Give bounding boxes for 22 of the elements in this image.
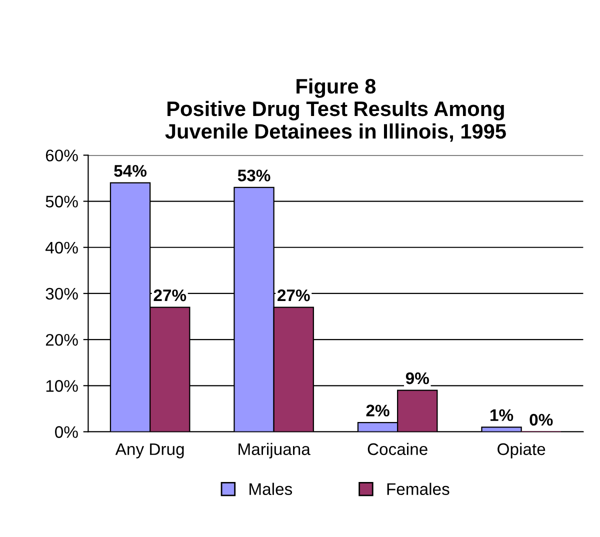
y-tick-label: 20% <box>46 334 78 346</box>
legend-label: Males <box>250 482 292 496</box>
data-label: 27% <box>278 289 310 302</box>
data-label: 1% <box>490 409 514 422</box>
data-label: 0% <box>530 414 553 426</box>
y-tick-label: 0% <box>55 426 78 438</box>
data-label: 2% <box>366 404 390 416</box>
y-tick-label: 40% <box>46 242 78 254</box>
x-tick-label: Any Drug <box>115 443 184 458</box>
y-tick-label: 10% <box>46 380 78 392</box>
x-tick-label: Opiate <box>498 442 546 458</box>
y-tick-label: 60% <box>46 150 78 162</box>
y-tick-label: 30% <box>46 288 78 300</box>
y-tick-label: 50% <box>46 196 78 208</box>
legend-label: Females <box>387 482 450 496</box>
data-label: 9% <box>406 372 429 384</box>
chart-title: Figure 8 Positive Drug Test Results Among Juvenile Detainees in Illinois, 1995 <box>165 78 506 142</box>
data-label: 53% <box>238 170 270 182</box>
x-tick-label: Cocaine <box>368 442 428 456</box>
data-label: 27% <box>154 289 186 302</box>
x-tick-label: Marijuana <box>238 442 310 458</box>
data-label: 54% <box>114 165 147 177</box>
